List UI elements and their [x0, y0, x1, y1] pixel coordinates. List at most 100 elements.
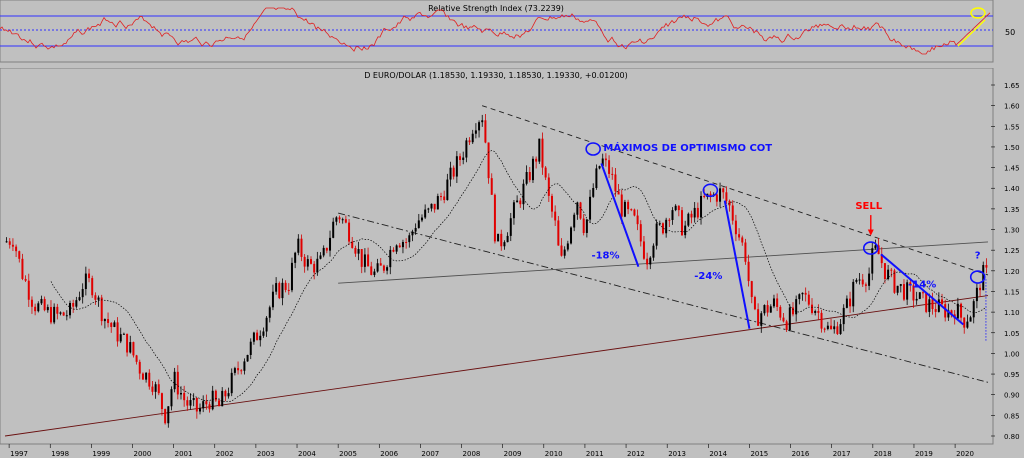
- rsi-panel: Relative Strength Index (73.2239) 50: [0, 0, 1024, 68]
- annotation-label: ?: [975, 250, 981, 261]
- candle-body: [11, 244, 14, 247]
- candle-body: [186, 400, 189, 406]
- candle-body: [135, 355, 138, 362]
- candle-body: [538, 138, 541, 162]
- candle-body: [284, 282, 287, 290]
- candle-body: [925, 292, 928, 312]
- y-tick-label: 1.60: [1004, 103, 1020, 111]
- candle-body: [658, 223, 661, 225]
- candle-body: [982, 265, 985, 291]
- candle-body: [960, 303, 963, 318]
- candle-body: [506, 235, 509, 243]
- candle-body: [348, 222, 351, 242]
- candle-body: [221, 390, 224, 407]
- candle-body: [452, 167, 455, 177]
- candle-body: [741, 237, 744, 243]
- chart-title: D EURO/DOLAR (1.18530, 1.19330, 1.18530,…: [364, 71, 628, 80]
- candle-body: [791, 307, 794, 315]
- candle-body: [979, 287, 982, 291]
- candle-body: [392, 249, 395, 252]
- y-tick-label: 1.05: [1004, 330, 1020, 338]
- candle-body: [195, 398, 198, 412]
- candle-body: [309, 259, 312, 264]
- highlight-circle: [702, 183, 719, 198]
- candle-body: [205, 401, 208, 405]
- candle-body: [671, 210, 674, 220]
- candle-body: [386, 267, 389, 271]
- candle-body: [59, 312, 62, 314]
- candle-body: [259, 335, 262, 341]
- candle-body: [550, 195, 553, 212]
- candle-body: [344, 219, 347, 223]
- candle-body: [367, 254, 370, 267]
- candle-body: [122, 333, 125, 335]
- y-tick-label: 1.25: [1004, 247, 1020, 255]
- candle-body: [21, 258, 24, 279]
- candle-body: [864, 284, 867, 286]
- candle-body: [252, 332, 255, 342]
- candle-body: [199, 408, 202, 412]
- candle-body: [224, 390, 227, 397]
- candle-body: [417, 220, 420, 228]
- candle-body: [363, 254, 366, 267]
- candlestick-series: [5, 114, 988, 428]
- candle-body: [766, 305, 769, 313]
- x-tick-label: 2018: [874, 450, 892, 458]
- candle-body: [192, 398, 195, 401]
- candle-body: [690, 213, 693, 218]
- candle-body: [516, 200, 519, 203]
- candle-body: [376, 263, 379, 272]
- x-tick-label: 2014: [709, 450, 727, 458]
- candle-body: [931, 299, 934, 310]
- annotation-label: MÁXIMOS DE OPTIMISMO COT: [603, 141, 772, 154]
- candle-body: [81, 289, 84, 298]
- candle-body: [522, 183, 525, 205]
- candle-body: [370, 266, 373, 275]
- candle-body: [852, 281, 855, 307]
- x-tick-label: 2010: [545, 450, 563, 458]
- candle-body: [167, 406, 170, 424]
- candle-body: [481, 120, 484, 123]
- candle-body: [528, 172, 531, 181]
- candle-body: [249, 341, 252, 355]
- x-tick-label: 1999: [92, 450, 110, 458]
- candle-body: [719, 188, 722, 202]
- candle-body: [455, 156, 458, 177]
- candle-body: [966, 321, 969, 328]
- candle-body: [119, 334, 122, 342]
- x-tick-label: 2007: [421, 450, 439, 458]
- candle-body: [623, 201, 626, 217]
- candle-body: [902, 284, 905, 300]
- candle-body: [627, 201, 630, 210]
- candle-body: [760, 313, 763, 326]
- candle-body: [459, 156, 462, 160]
- annotation-label: -18%: [591, 250, 619, 261]
- x-tick-label: 2019: [915, 450, 933, 458]
- candle-body: [332, 221, 335, 238]
- candle-body: [604, 158, 607, 161]
- candle-body: [138, 361, 141, 374]
- candle-body: [243, 361, 246, 371]
- candle-body: [316, 258, 319, 273]
- candle-body: [290, 262, 293, 291]
- candle-body: [493, 194, 496, 242]
- candle-body: [598, 166, 601, 169]
- candle-body: [769, 306, 772, 313]
- candle-body: [921, 292, 924, 294]
- candle-body: [478, 122, 481, 131]
- candle-body: [265, 317, 268, 332]
- candle-body: [972, 301, 975, 318]
- x-tick-label: 2000: [134, 450, 152, 458]
- candle-body: [62, 312, 65, 316]
- candle-body: [65, 315, 68, 317]
- candle-body: [601, 158, 604, 167]
- candle-body: [585, 219, 588, 233]
- candle-body: [772, 298, 775, 307]
- candle-body: [890, 269, 893, 271]
- y-tick-label: 0.80: [1004, 433, 1020, 441]
- candle-body: [424, 209, 427, 218]
- candle-body: [668, 219, 671, 221]
- candle-body: [677, 205, 680, 211]
- candle-body: [405, 242, 408, 244]
- candle-body: [722, 188, 725, 193]
